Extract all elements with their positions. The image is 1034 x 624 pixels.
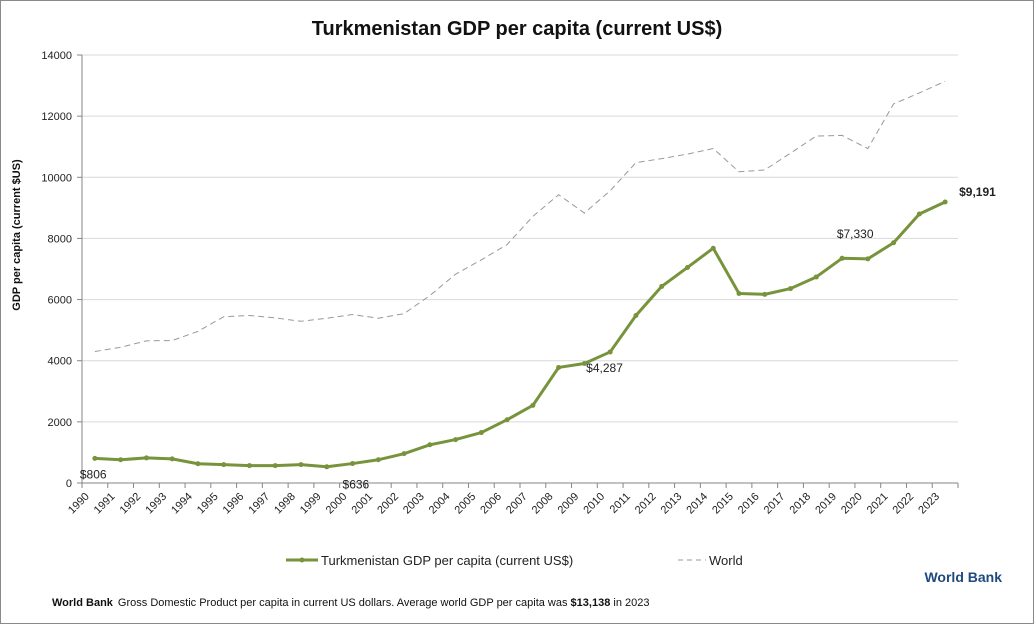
x-tick-label: 2005 xyxy=(453,491,479,517)
x-tick-label: 2006 xyxy=(478,491,504,517)
y-tick-label: 4000 xyxy=(48,356,72,368)
legend-label-turkmenistan: Turkmenistan GDP per capita (current US$… xyxy=(321,553,573,568)
x-tick-label: 1991 xyxy=(92,491,118,517)
series-line-turkmenistan xyxy=(94,200,946,469)
data-point xyxy=(375,457,381,463)
data-point xyxy=(118,457,124,463)
data-point xyxy=(891,240,897,246)
y-axis-label: GDP per capita (current $US) xyxy=(11,159,23,311)
legend: Turkmenistan GDP per capita (current US$… xyxy=(286,553,743,568)
data-label: $806 xyxy=(80,467,107,481)
data-point xyxy=(478,430,484,436)
x-tick-label: 2004 xyxy=(427,491,453,517)
x-tick-label: 2016 xyxy=(736,491,762,517)
x-tick-label: 2001 xyxy=(349,491,375,517)
data-point xyxy=(298,462,304,468)
data-point xyxy=(813,274,819,280)
x-tick-label: 1990 xyxy=(66,491,92,517)
data-point xyxy=(401,451,407,457)
x-tick-label: 2018 xyxy=(787,491,813,517)
x-tick-label: 2008 xyxy=(530,491,556,517)
data-point xyxy=(788,286,794,292)
x-tick-label: 2021 xyxy=(865,491,891,517)
data-point xyxy=(143,455,149,461)
data-point xyxy=(710,245,716,251)
x-tick-label: 2002 xyxy=(375,491,401,517)
data-point xyxy=(607,349,613,355)
x-tick-label: 2015 xyxy=(710,491,736,517)
series-line-world xyxy=(94,80,946,353)
data-point xyxy=(453,437,459,443)
footer-source: World Bank xyxy=(52,597,114,609)
x-tick-label: 2003 xyxy=(401,491,427,517)
data-label: $636 xyxy=(343,478,370,492)
data-point xyxy=(504,417,510,423)
x-tick-label: 2019 xyxy=(813,491,839,517)
data-point xyxy=(195,461,201,467)
x-tick-label: 2011 xyxy=(608,491,633,516)
x-tick-label: 2022 xyxy=(891,491,917,517)
data-point xyxy=(916,211,922,217)
data-point xyxy=(581,360,587,366)
data-point xyxy=(92,455,98,461)
chart-title: Turkmenistan GDP per capita (current US$… xyxy=(312,18,722,40)
y-tick-label: 10000 xyxy=(41,172,72,184)
x-tick-label: 2017 xyxy=(762,491,788,517)
legend-label-world: World xyxy=(709,553,743,568)
x-tick-label: 2007 xyxy=(504,491,530,517)
x-tick-label: 2014 xyxy=(684,491,710,517)
x-tick-label: 1998 xyxy=(272,491,298,517)
data-label: $4,287 xyxy=(586,361,623,375)
footer-suffix: in 2023 xyxy=(610,597,649,609)
x-tick-label: 2020 xyxy=(839,491,865,517)
y-tick-label: 0 xyxy=(66,478,72,490)
data-point xyxy=(246,463,252,469)
data-point xyxy=(684,264,690,270)
x-tick-label: 1997 xyxy=(246,491,272,517)
data-point xyxy=(169,456,175,462)
y-tick-label: 6000 xyxy=(48,295,72,307)
x-tick-label: 1995 xyxy=(195,491,221,517)
data-point xyxy=(839,255,845,261)
x-tick-label: 2010 xyxy=(581,491,607,517)
x-tick-label: 2023 xyxy=(916,491,942,517)
y-tick-label: 14000 xyxy=(41,50,72,62)
data-point xyxy=(350,461,356,467)
source-label: World Bank xyxy=(924,569,1002,585)
data-label: $7,330 xyxy=(837,227,874,241)
data-point xyxy=(942,199,948,205)
x-tick-label: 1993 xyxy=(143,491,169,517)
x-tick-label: 1999 xyxy=(298,491,324,517)
y-tick-label: 2000 xyxy=(48,417,72,429)
x-tick-label: 2009 xyxy=(556,491,582,517)
data-point xyxy=(221,462,227,468)
y-tick-label: 12000 xyxy=(41,111,72,123)
data-point xyxy=(272,463,278,469)
x-tick-label: 2013 xyxy=(659,491,685,517)
data-point xyxy=(633,312,639,318)
data-point xyxy=(324,464,330,470)
data-point xyxy=(762,291,768,297)
footer-note: World Bank Gross Domestic Product per cap… xyxy=(52,597,649,609)
footer-text: Gross Domestic Product per capita in cur… xyxy=(118,597,571,609)
x-tick-label: 1992 xyxy=(118,491,144,517)
data-point xyxy=(736,290,742,296)
data-point xyxy=(556,364,562,370)
x-tick-label: 2012 xyxy=(633,491,659,517)
data-point xyxy=(530,402,536,408)
x-tick-label: 1994 xyxy=(169,491,195,517)
y-tick-label: 8000 xyxy=(48,233,72,245)
x-tick-label: 2000 xyxy=(324,491,350,517)
x-tick-label: 1996 xyxy=(221,491,247,517)
data-label: $9,191 xyxy=(959,185,996,199)
data-point xyxy=(427,442,433,448)
data-point xyxy=(659,283,665,289)
data-point xyxy=(865,256,871,262)
legend-marker xyxy=(299,557,305,563)
footer-highlight: $13,138 xyxy=(571,597,611,609)
